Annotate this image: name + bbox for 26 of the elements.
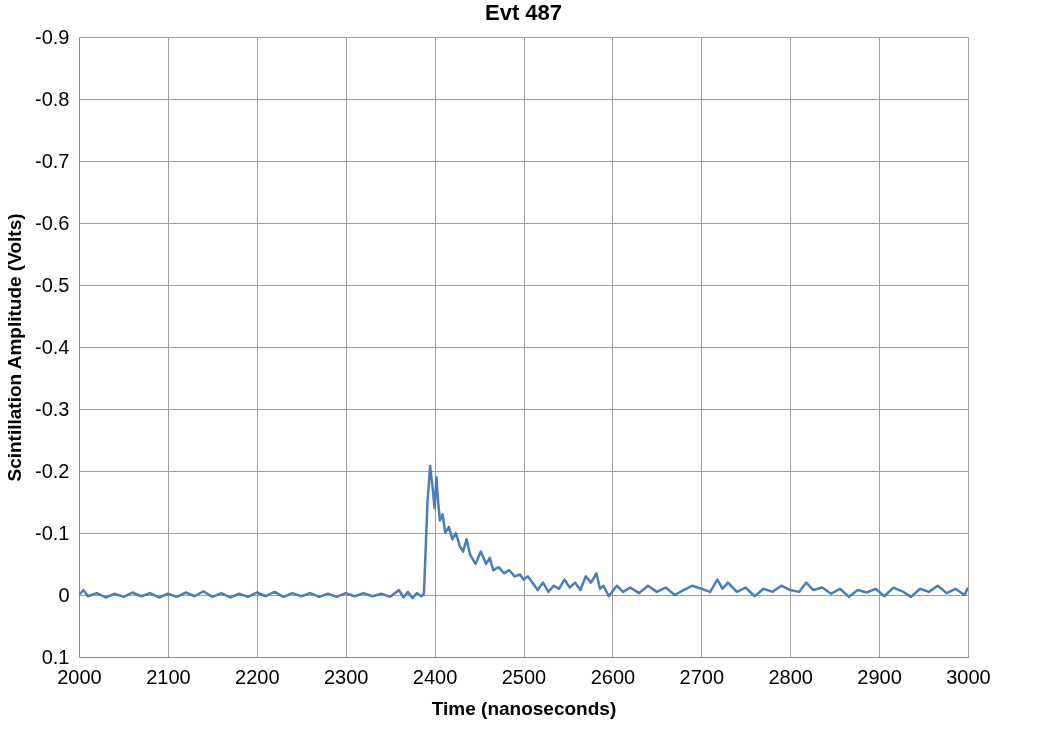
line-series	[79, 464, 968, 600]
x-tick-label: 2900	[857, 665, 902, 688]
x-tick-label: 3000	[946, 665, 991, 688]
y-tick-label: 0	[58, 583, 70, 606]
y-tick-label: -0.1	[35, 521, 70, 544]
y-tick-label: -0.2	[35, 459, 70, 482]
x-tick-label: 2000	[57, 665, 102, 688]
y-tick-label: -0.8	[35, 87, 70, 110]
y-tick-label: 0.1	[41, 645, 70, 668]
x-tick-label: 2800	[768, 665, 813, 688]
x-tick-label: 2200	[235, 665, 280, 688]
y-tick-label: -0.7	[35, 149, 70, 172]
y-tick-label: -0.9	[35, 25, 70, 48]
y-tick-label: -0.4	[35, 335, 70, 358]
x-tick-label: 2600	[590, 665, 636, 688]
x-tick-label: 2700	[679, 665, 725, 688]
x-axis-title: Time (nanoseconds)	[431, 697, 617, 719]
y-tick-label: -0.3	[35, 397, 70, 420]
x-tick-label: 2100	[146, 665, 191, 688]
y-axis-title: Scintillation Amplitude (Volts)	[4, 213, 26, 482]
x-tick-label: 2300	[323, 665, 369, 688]
x-tick-label: 2500	[501, 665, 547, 688]
y-tick-label: -0.6	[35, 211, 70, 234]
y-tick-label: -0.5	[35, 273, 70, 296]
chart-title: Evt 487	[484, 0, 563, 25]
x-tick-label: 2400	[412, 665, 458, 688]
